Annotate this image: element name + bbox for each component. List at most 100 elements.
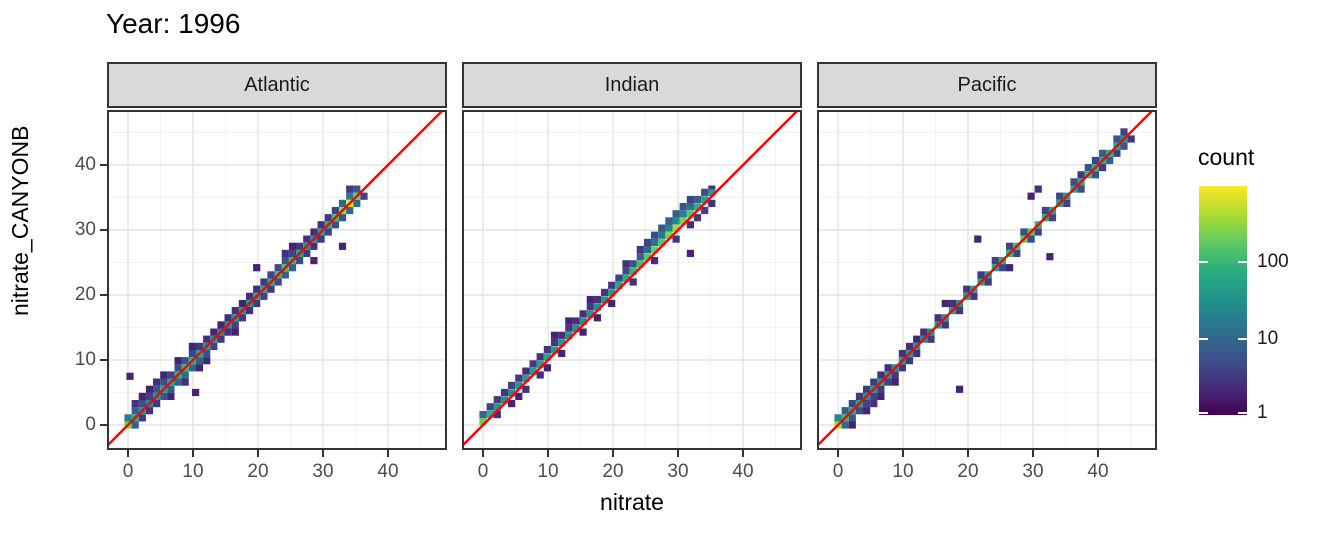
bin-cell	[188, 342, 196, 350]
bin-cell	[672, 235, 680, 243]
bin-cell	[579, 310, 587, 318]
bin-cell	[529, 367, 537, 375]
x-axis-tick	[902, 450, 904, 457]
bin-cell	[1099, 164, 1107, 172]
bin-cell	[891, 378, 899, 386]
bin-cell	[622, 274, 630, 282]
bin-cell	[536, 360, 544, 368]
identity-line	[462, 110, 800, 447]
bin-cell	[174, 378, 182, 386]
bin-cell	[956, 307, 964, 315]
bin-cell	[210, 342, 218, 350]
bin-cell	[181, 357, 189, 365]
grid-major	[462, 110, 802, 450]
bin-cell	[1063, 199, 1071, 207]
bin-cell	[1120, 128, 1128, 136]
bin-cell	[203, 357, 211, 365]
y-tick-label: 40	[74, 154, 96, 175]
facet-label: Indian	[604, 73, 660, 96]
bin-cell	[281, 271, 289, 279]
bin-cell	[274, 278, 282, 286]
bin-cell	[124, 414, 132, 422]
bin-cell	[665, 217, 673, 225]
bin-cell	[353, 185, 361, 193]
x-axis-tick	[837, 450, 839, 457]
bin-cell	[310, 242, 318, 250]
bin-cell	[658, 224, 666, 232]
bin-cell	[679, 210, 687, 218]
bin-cell	[608, 289, 616, 297]
bin-cell	[160, 392, 168, 400]
bin-cell	[310, 228, 318, 236]
bin-cell	[160, 371, 168, 379]
bin-cell	[643, 253, 652, 261]
bin-cell	[253, 299, 261, 308]
bin-cell	[138, 392, 146, 400]
bin-cell	[934, 314, 942, 322]
bin-cell	[145, 385, 154, 393]
facet-strip-indian: Indian	[462, 62, 802, 108]
bin-cell	[1077, 171, 1085, 179]
bin-cell	[1027, 192, 1035, 200]
bin-cell	[558, 331, 566, 339]
bin-cell	[841, 407, 849, 415]
bin-cell	[1006, 264, 1014, 272]
bin-cell	[572, 324, 580, 333]
bin-cell	[324, 228, 332, 236]
bin-cell	[303, 235, 311, 243]
colorbar-tick	[1238, 337, 1247, 340]
bin-cell	[579, 317, 587, 325]
bin-cell	[1046, 253, 1054, 261]
bin-cell	[643, 238, 652, 246]
bin-cell	[1077, 185, 1085, 193]
y-tick-label: 0	[85, 414, 96, 435]
bin-cell	[708, 189, 716, 197]
bin-cell	[629, 260, 637, 268]
identity-line	[107, 110, 445, 447]
bin-cell	[686, 210, 694, 218]
x-axis-tick	[967, 450, 969, 457]
bin-cell	[956, 385, 964, 393]
bin-cell	[210, 328, 218, 336]
bin-cell	[231, 307, 239, 315]
x-tick-label: 20	[247, 461, 269, 482]
bin-cell	[195, 342, 204, 350]
bin-cell	[515, 374, 523, 382]
bin-cell	[267, 271, 275, 279]
bin-cell	[686, 195, 694, 204]
bin-cell	[181, 371, 189, 379]
bin-cell	[508, 381, 516, 389]
bin-cell	[246, 307, 254, 315]
bin-cell	[508, 400, 516, 408]
x-axis-tick	[257, 450, 259, 457]
bin-cell	[927, 335, 935, 343]
bin-cell	[138, 414, 146, 422]
bin-cell	[253, 264, 261, 272]
y-axis-tick	[100, 359, 107, 361]
bin-cell	[863, 400, 871, 408]
bin-cell	[188, 364, 196, 372]
x-axis-tick	[547, 450, 549, 457]
bin-cell	[693, 214, 702, 222]
bin-cell	[601, 296, 609, 304]
bin-cell	[131, 421, 139, 429]
panel-indian	[462, 110, 802, 450]
bin-cell	[310, 257, 318, 265]
bin-cell	[913, 335, 921, 343]
bin-cell	[855, 392, 864, 400]
bin-cell	[870, 378, 878, 386]
bin-cell	[708, 199, 716, 207]
bin-cell	[195, 357, 204, 365]
bin-cell	[260, 278, 268, 286]
bin-cell	[565, 317, 573, 325]
colorbar-tick	[1199, 261, 1208, 264]
bin-cell	[500, 396, 509, 404]
bin-cell	[848, 414, 856, 422]
x-tick-label: 0	[477, 461, 489, 482]
bin-cell	[686, 203, 694, 211]
bin-cell	[174, 357, 182, 365]
bin-cell	[303, 249, 311, 257]
bin-cell	[331, 206, 339, 215]
bin-cell	[629, 267, 637, 275]
